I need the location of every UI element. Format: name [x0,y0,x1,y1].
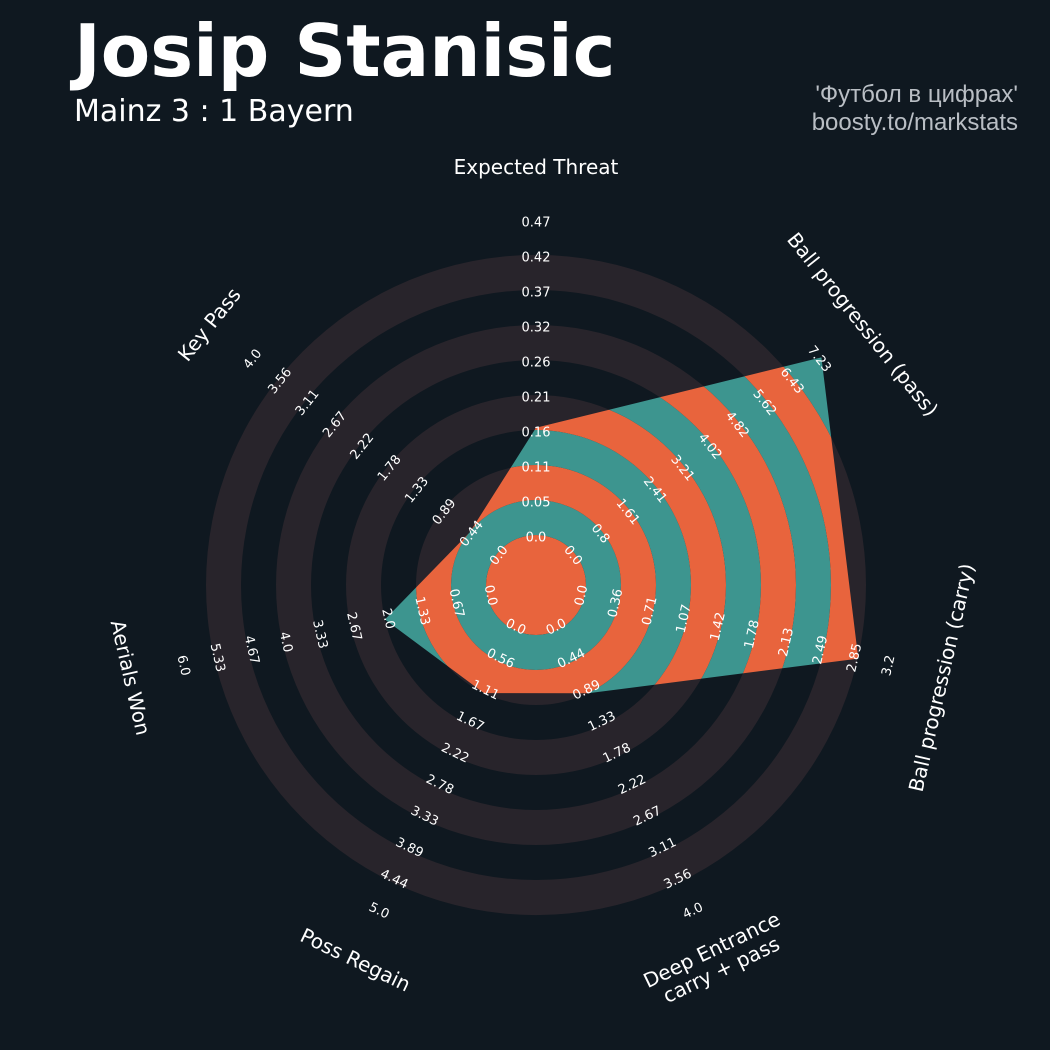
axis-label: Expected Threat [454,155,619,179]
tick-label: 0.0 [572,584,591,608]
tick-label: 2.85 [844,642,865,674]
value-band [451,500,621,670]
tick-label: 4.0 [276,630,295,654]
axis-label: Deep Entrancecarry + pass [639,906,793,1012]
tick-label: 2.49 [810,634,831,666]
tick-label: 0.11 [522,461,551,476]
credit-line-1: 'Футбол в цифрах' [815,81,1018,108]
tick-label: 4.0 [681,900,706,922]
tick-label: 0.05 [522,496,551,511]
radar-value-shape [384,357,859,694]
tick-label: 3.2 [879,654,898,678]
tick-label: 0.37 [522,286,551,301]
tick-label: 0.16 [522,426,551,441]
tick-label: 0.26 [522,356,551,371]
tick-label: 5.33 [207,642,228,674]
tick-label: 1.07 [674,603,695,635]
axis-label: Ball progression (carry) [903,561,979,794]
tick-label: 2.67 [343,611,364,643]
tick-label: 5.0 [366,900,391,922]
tick-label: 2.0 [378,607,397,631]
axis-label: Key Pass [172,283,245,366]
tick-label: 1.33 [411,595,432,627]
tick-label: 0.32 [522,321,551,336]
tick-label: 0.0 [526,531,547,546]
tick-label: 0.42 [522,251,551,266]
tick-label: 1.78 [742,619,763,651]
tick-label: 0.21 [522,391,551,406]
axis-label: Poss Regain [297,923,415,996]
tick-label: 1.42 [708,611,729,643]
match-subtitle: Mainz 3 : 1 Bayern [74,94,354,129]
tick-label: 0.0 [481,584,500,608]
tick-label: 0.47 [522,216,551,231]
page-title: Josip Stanisic [74,9,616,93]
axis-label: Aerials Won [106,618,156,738]
tick-label: 3.33 [309,619,330,651]
tick-label: 0.36 [605,587,626,619]
tick-label: 0.67 [446,587,467,619]
tick-label: 4.67 [241,634,262,666]
credit-line-2: boosty.to/markstats [811,109,1018,136]
tick-label: 4.0 [241,347,266,373]
tick-label: 6.0 [173,654,192,678]
tick-label: 0.71 [640,595,661,627]
tick-label: 2.13 [776,626,797,658]
value-core [486,535,586,635]
